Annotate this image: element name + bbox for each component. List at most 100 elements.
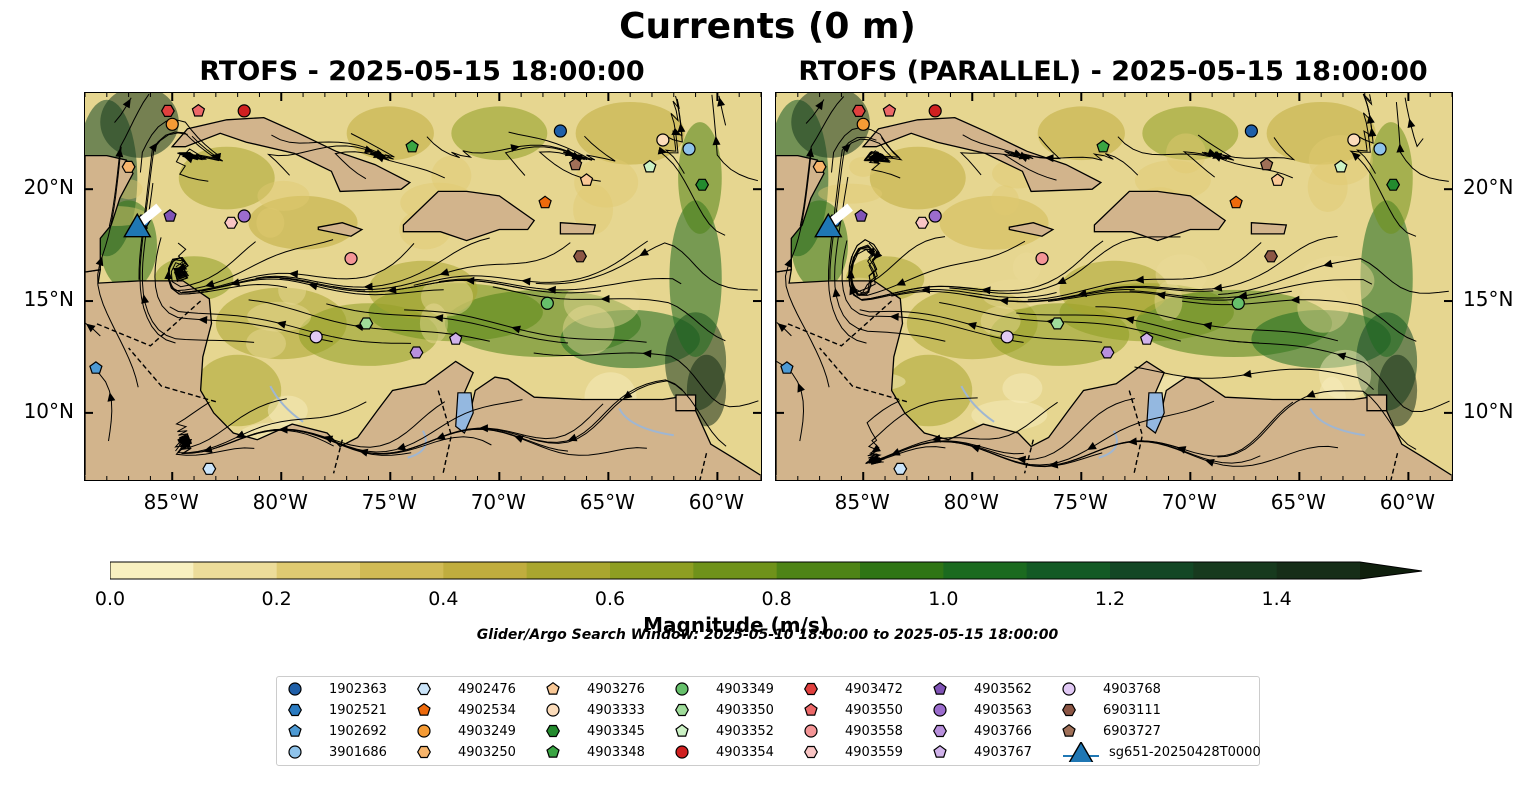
hexagon-legend-marker xyxy=(804,745,818,759)
colorbar-bin xyxy=(1193,562,1278,579)
hexagon-legend-marker xyxy=(933,724,947,738)
legend-entry: 4903563 xyxy=(932,700,1032,720)
pentagon-legend-marker xyxy=(288,723,302,737)
lon-tick-label: 70°W xyxy=(470,490,526,514)
lon-tick-label: 80°W xyxy=(252,490,308,514)
legend-entry: 4903767 xyxy=(932,742,1032,762)
float-3901686 xyxy=(682,142,696,156)
float-6903727 xyxy=(1259,157,1274,171)
legend-entry: 4903350 xyxy=(674,700,774,720)
colorbar-tick-label: 0.8 xyxy=(761,588,792,610)
float-4903562 xyxy=(854,208,868,222)
float-4903550 xyxy=(882,103,897,117)
hexagon-legend-marker xyxy=(417,682,431,696)
float-4903767 xyxy=(448,332,463,345)
lon-tick-label: 65°W xyxy=(1270,490,1326,514)
lake-icon xyxy=(455,392,474,434)
legend-entry: 4902534 xyxy=(416,700,516,720)
colorbar-bin xyxy=(1110,562,1194,579)
float-4903558 xyxy=(1035,251,1049,266)
hexagon-legend-marker xyxy=(546,724,560,738)
float-4903249 xyxy=(856,117,870,131)
yucatan-land xyxy=(776,154,825,273)
float-4903350 xyxy=(1050,317,1065,330)
colorbar-bin xyxy=(693,562,778,579)
colorbar-tick-label: 0.0 xyxy=(94,588,126,610)
circle-legend-marker xyxy=(288,682,302,696)
colorbar-bin xyxy=(110,562,194,579)
legend-entry: 4903354 xyxy=(674,742,774,762)
pentagon-legend-marker xyxy=(546,744,560,758)
circle-legend-marker xyxy=(1062,682,1076,696)
current-streamlines xyxy=(85,93,759,456)
colorbar-bin xyxy=(943,562,1028,579)
legend-label: 6903111 xyxy=(1103,702,1161,718)
colorbar-label: Magnitude (m/s) xyxy=(643,613,829,637)
float-4903559 xyxy=(915,216,930,229)
float-4902476 xyxy=(202,462,217,475)
lat-tick-label-right: 15°N xyxy=(1463,287,1514,312)
lon-tick-label: 60°W xyxy=(688,490,744,514)
right-panel-title: RTOFS (PARALLEL) - 2025-05-15 18:00:00 xyxy=(798,56,1428,87)
legend-entry: 4903559 xyxy=(803,742,903,762)
legend-label: sg651-20250428T0000 xyxy=(1109,744,1261,760)
float-4903333 xyxy=(656,133,670,147)
float-4903349 xyxy=(1231,296,1245,310)
hexagon-legend-marker xyxy=(288,703,302,717)
float-4903276 xyxy=(579,173,594,186)
lon-tick-label: 85°W xyxy=(143,490,199,514)
legend-label: 1902363 xyxy=(329,681,387,697)
lon-tick-label: 70°W xyxy=(1161,490,1217,514)
legend-label: 4903350 xyxy=(716,702,774,718)
legend-label: 4903352 xyxy=(716,723,774,739)
legend-label: 4903349 xyxy=(716,681,774,697)
legend-entry: 1902521 xyxy=(287,700,387,720)
glider-marker xyxy=(814,212,843,238)
figure-title: Currents (0 m) xyxy=(619,6,916,47)
lon-tick-label: 60°W xyxy=(1379,490,1435,514)
float-4903276 xyxy=(1270,173,1285,186)
float-4903350 xyxy=(359,317,374,330)
float-4902476 xyxy=(893,462,908,475)
legend-entry: 4903472 xyxy=(803,679,903,699)
pentagon-legend-marker xyxy=(804,702,818,716)
legend-label: 3901686 xyxy=(329,744,387,760)
legend-entry: 4903550 xyxy=(803,700,903,720)
colorbar-bin xyxy=(776,562,861,579)
circle-legend-marker xyxy=(804,724,818,738)
legend-label: 4903562 xyxy=(974,681,1032,697)
hexagon-legend-marker xyxy=(675,703,689,717)
lon-tick-label: 85°W xyxy=(834,490,890,514)
float-4903562 xyxy=(163,208,177,222)
legend-label: 4903550 xyxy=(845,702,903,718)
legend-label: 4903563 xyxy=(974,702,1032,718)
colorbar xyxy=(110,561,1423,580)
right-map-panel xyxy=(775,92,1453,481)
legend-label: 1902692 xyxy=(329,723,387,739)
legend-entry: 4903250 xyxy=(416,742,516,762)
colorbar-tick-label: 0.6 xyxy=(594,588,626,610)
float-4903768 xyxy=(309,330,323,344)
pentagon-legend-marker xyxy=(417,702,431,716)
legend-entry: 4903348 xyxy=(545,742,645,762)
legend-label: 4903276 xyxy=(587,681,645,697)
legend-entry: 1902363 xyxy=(287,679,387,699)
hexagon-legend-marker xyxy=(417,745,431,759)
circle-legend-marker xyxy=(933,703,947,717)
circle-legend-marker xyxy=(675,745,689,759)
float-4903766 xyxy=(1100,346,1115,359)
legend-entry: 1902692 xyxy=(287,721,387,741)
float-1902363 xyxy=(1244,124,1258,138)
left-map-panel xyxy=(84,92,762,481)
search-window-text: Glider/Argo Search Window: 2025-05-10 18… xyxy=(476,627,1059,643)
float-4903563 xyxy=(237,209,251,223)
pentagon-legend-marker xyxy=(675,723,689,737)
float-4903352 xyxy=(1334,159,1348,173)
legend-entry: 4903352 xyxy=(674,721,774,741)
colorbar-extend-arrow xyxy=(1360,562,1422,579)
colorbar-bin xyxy=(860,562,944,579)
float-6903111 xyxy=(573,250,587,263)
hispaniola-land xyxy=(402,190,536,242)
float-4903766 xyxy=(409,346,424,359)
legend-label: 4903250 xyxy=(458,744,516,760)
